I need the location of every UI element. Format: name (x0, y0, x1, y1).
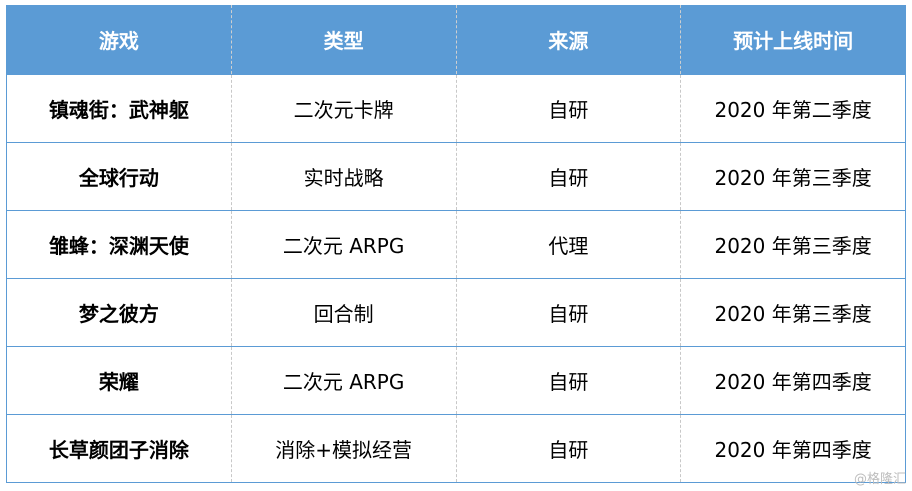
table-row: 长草颜团子消除 消除+模拟经营 自研 2020 年第四季度 (6, 414, 906, 483)
cell-launch: 2020 年第三季度 (680, 278, 906, 347)
table-row: 全球行动 实时战略 自研 2020 年第三季度 (6, 142, 906, 211)
header-type: 类型 (230, 5, 456, 75)
table-row: 镇魂街：武神躯 二次元卡牌 自研 2020 年第二季度 (6, 74, 906, 143)
cell-source: 自研 (455, 414, 681, 483)
cell-game: 长草颜团子消除 (6, 414, 232, 483)
cell-type: 二次元 ARPG (230, 210, 456, 279)
cell-launch: 2020 年第三季度 (680, 142, 906, 211)
cell-source: 自研 (455, 142, 681, 211)
table-row: 梦之彼方 回合制 自研 2020 年第三季度 (6, 278, 906, 347)
cell-launch: 2020 年第三季度 (680, 210, 906, 279)
header-launch: 预计上线时间 (680, 5, 906, 75)
cell-game: 雏蜂：深渊天使 (6, 210, 232, 279)
cell-source: 代理 (455, 210, 681, 279)
cell-game: 全球行动 (6, 142, 232, 211)
cell-source: 自研 (455, 346, 681, 415)
cell-launch: 2020 年第四季度 (680, 346, 906, 415)
cell-type: 回合制 (230, 278, 456, 347)
cell-type: 实时战略 (230, 142, 456, 211)
header-game: 游戏 (6, 5, 232, 75)
cell-game: 梦之彼方 (6, 278, 232, 347)
watermark: @格隆汇 (853, 472, 906, 487)
cell-type: 二次元卡牌 (230, 74, 456, 143)
cell-launch: 2020 年第四季度 (680, 414, 906, 483)
cell-game: 荣耀 (6, 346, 232, 415)
cell-source: 自研 (455, 278, 681, 347)
table-row: 雏蜂：深渊天使 二次元 ARPG 代理 2020 年第三季度 (6, 210, 906, 279)
cell-launch: 2020 年第二季度 (680, 74, 906, 143)
table-row: 荣耀 二次元 ARPG 自研 2020 年第四季度 (6, 346, 906, 415)
games-table: 游戏 类型 来源 预计上线时间 镇魂街：武神躯 二次元卡牌 自研 2020 年第二季度… (6, 5, 906, 483)
cell-type: 消除+模拟经营 (230, 414, 456, 483)
cell-game: 镇魂街：武神躯 (6, 74, 232, 143)
cell-type: 二次元 ARPG (230, 346, 456, 415)
header-source: 来源 (455, 5, 681, 75)
cell-source: 自研 (455, 74, 681, 143)
header-row: 游戏 类型 来源 预计上线时间 (6, 5, 906, 75)
